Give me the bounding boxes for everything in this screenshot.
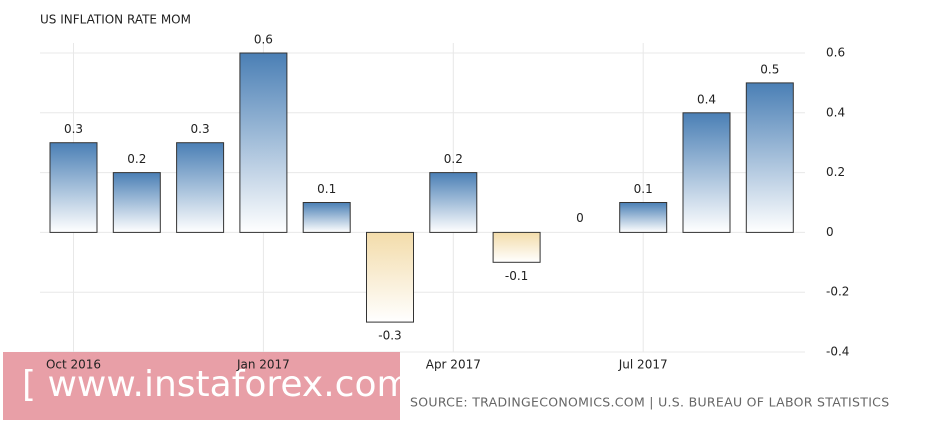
- bar: [49, 142, 98, 233]
- data-label: 0.2: [127, 152, 146, 166]
- bar: [619, 202, 668, 233]
- bar: [682, 112, 731, 233]
- bar: [492, 231, 541, 263]
- data-label: -0.3: [378, 329, 401, 343]
- y-tick-label: 0.2: [826, 165, 845, 179]
- bar: [745, 82, 794, 233]
- data-label: 0.3: [191, 122, 210, 136]
- watermark-box: [3, 352, 400, 420]
- data-label: 0.1: [317, 182, 336, 196]
- data-label: 0.2: [444, 152, 463, 166]
- bar: [302, 202, 351, 233]
- x-tick-label: Oct 2016: [46, 358, 101, 372]
- data-label: -0.1: [505, 269, 528, 283]
- bar: [366, 231, 414, 323]
- bar: [429, 172, 478, 233]
- x-tick-label: Jan 2017: [236, 358, 290, 372]
- y-tick-label: 0.4: [826, 105, 845, 119]
- y-tick-label: 0: [826, 225, 834, 239]
- bar: [176, 142, 225, 233]
- data-label: 0.3: [64, 122, 83, 136]
- y-tick-label: -0.2: [826, 285, 849, 299]
- data-label: 0.5: [760, 62, 779, 76]
- data-label: 0.4: [697, 92, 716, 106]
- watermark: [ www.instaforex.com ]: [22, 364, 437, 405]
- chart-title: US INFLATION RATE MOM: [40, 13, 191, 27]
- x-tick-label: Apr 2017: [426, 358, 481, 372]
- y-tick-label: -0.4: [826, 345, 849, 359]
- bar: [112, 172, 161, 233]
- source: SOURCE: TRADINGECONOMICS.COM | U.S. BURE…: [410, 395, 889, 410]
- y-tick-label: 0.6: [826, 46, 845, 60]
- bar: [239, 52, 288, 233]
- data-label: 0.6: [254, 33, 273, 47]
- x-tick-label: Jul 2017: [618, 358, 668, 372]
- data-label: 0.1: [634, 182, 653, 196]
- data-label: 0: [576, 211, 584, 225]
